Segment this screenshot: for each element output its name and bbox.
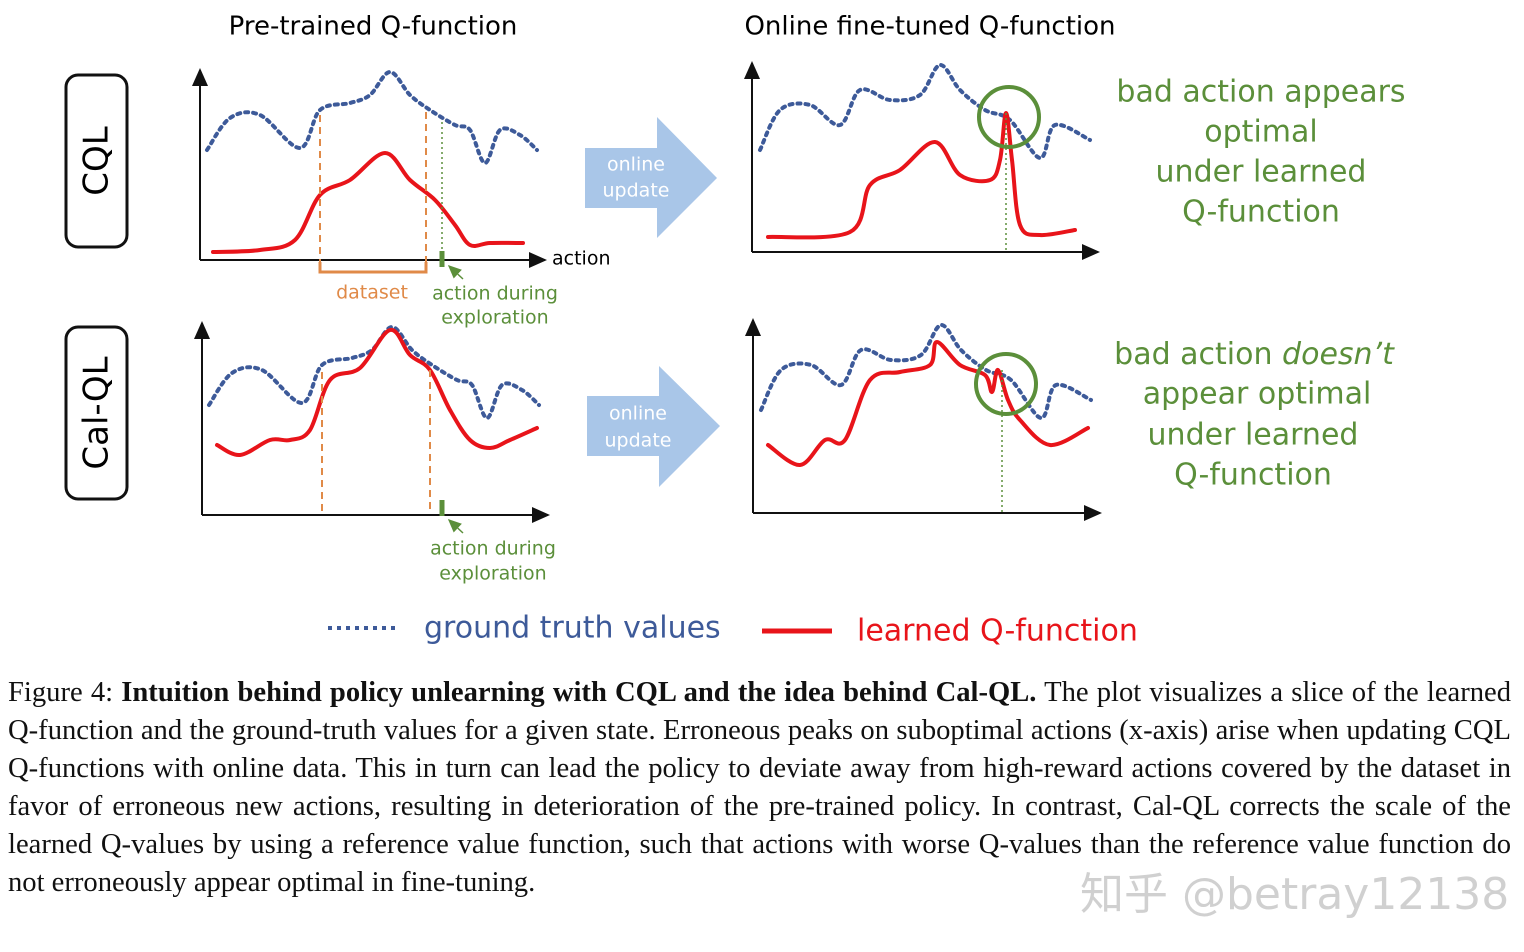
exploration-label: action during [432,283,558,305]
column-title: Pre-trained Q-function [229,12,518,42]
legend-label: learned Q-function [857,614,1138,649]
column-title: Online fine-tuned Q-function [744,12,1115,42]
curves [205,63,1093,467]
dataset-bracket [318,262,428,274]
watermark: 知乎 @betray12138 [1080,869,1510,920]
legend-label: ground truth values [424,611,721,646]
row-label: CQL [77,126,117,196]
caption-label: Figure 4: [8,677,114,708]
annotation-line: optimal [1204,115,1317,150]
ground-truth-curve [758,63,1092,160]
annotation-text: bad action [1114,337,1282,372]
arrow-label: update [603,180,670,202]
ground-truth-curve [207,324,541,421]
exploration-markers [439,85,1041,534]
exploration-label: exploration [441,307,548,329]
annotation-emphasis: doesn’t [1282,337,1395,372]
learned-curve [211,150,525,254]
figure: Pre-trained Q-function Online fine-tuned… [64,12,1406,649]
exploration-label: action during [430,538,556,560]
annotation: bad action appears optimal under learned… [1114,75,1405,493]
dataset-label: dataset [336,282,408,304]
row-label-box [64,325,129,501]
annotation-line: appear optimal [1143,377,1372,412]
arrow-label: online [609,403,667,425]
row-label-box [64,73,129,249]
annotation-line: under learned [1148,418,1359,453]
exploration-label: exploration [439,563,546,585]
caption: Figure 4: Intuition behind policy unlear… [8,674,1511,902]
learned-curve [766,110,1077,240]
dataset-bounds [319,112,431,513]
caption-bold: Intuition behind policy unlearning with … [121,677,1037,708]
axes [192,61,1102,523]
axis-label: action [552,248,610,270]
caption-text: The plot visualizes a slice of the learn… [8,677,1512,898]
learned-curve [215,327,539,458]
update-arrow [585,117,717,238]
arrow-label: update [605,430,672,452]
annotation-line: under learned [1156,155,1367,190]
annotation-line: Q-function [1174,458,1332,493]
annotation-line: bad action doesn’t [1114,337,1395,372]
annotation-line: bad action appears [1116,75,1405,110]
arrow-label: online [607,154,665,176]
ground-truth-curve [205,69,539,166]
ground-truth-curve [759,323,1093,420]
update-arrow [587,366,720,487]
learned-curve [766,339,1090,467]
row-label: Cal-QL [77,356,117,469]
annotation-line: Q-function [1182,195,1340,230]
